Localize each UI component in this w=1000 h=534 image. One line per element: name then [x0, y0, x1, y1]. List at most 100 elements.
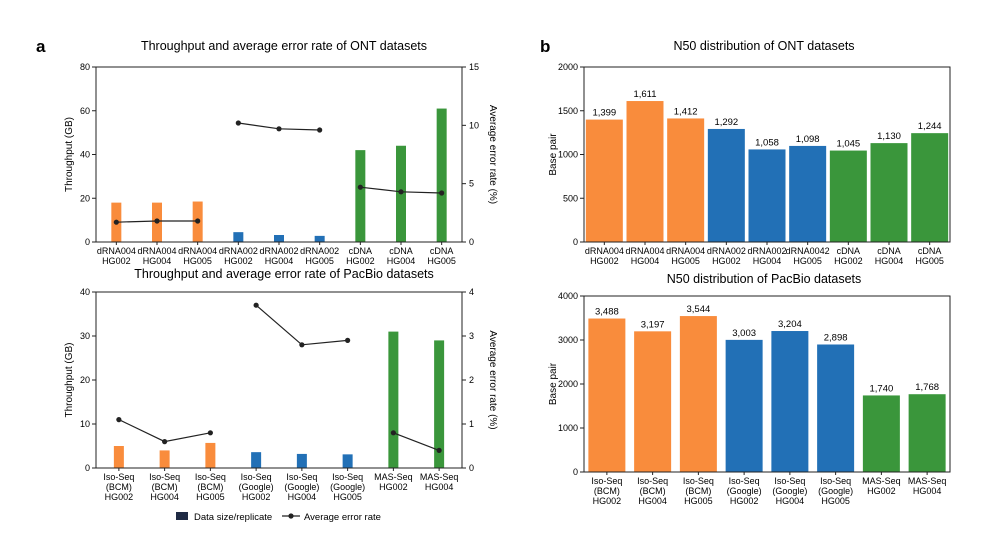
x-tick-label-line: dRNA002 [300, 246, 339, 256]
chart-title: Throughput and average error rate of ONT… [141, 39, 427, 53]
x-tick-label-line: HG002 [346, 256, 375, 266]
bar-value-label: 1,740 [869, 383, 893, 394]
bar-value-label: 1,130 [877, 131, 901, 142]
error-rate-point [235, 120, 241, 126]
bar [771, 331, 809, 472]
x-tick-label-line: HG002 [242, 492, 271, 502]
bar [314, 235, 325, 242]
x-tick-label: dRNA004 HG002 [97, 246, 136, 266]
x-tick-label: Iso-Seq (Google) HG002 [727, 476, 762, 506]
y2-tick-label: 5 [469, 179, 474, 189]
x-tick-label-line: MAS-Seq [420, 472, 459, 482]
error-rate-point [113, 219, 119, 225]
x-tick-label-line: Iso-Seq [241, 472, 272, 482]
bar-value-label: 1,768 [915, 382, 939, 393]
x-tick-label: Iso-Seq (BCM) HG002 [103, 472, 134, 502]
bar-value-label: 3,204 [778, 319, 802, 330]
x-tick-label-line: HG005 [305, 256, 334, 266]
bar [251, 452, 262, 468]
x-tick-label-line: HG005 [793, 256, 822, 266]
x-tick-label-line: cDNA [918, 246, 942, 256]
x-tick-label-line: (BCM) [685, 486, 711, 496]
x-tick-label-line: Iso-Seq [637, 476, 668, 486]
bar-value-label: 1,045 [836, 139, 860, 150]
x-tick-label-line: (BCM) [152, 482, 178, 492]
x-tick-label: dRNA0042 HG005 [786, 246, 830, 266]
x-tick-label-line: (Google) [727, 486, 762, 496]
y2-tick-label: 10 [469, 120, 479, 130]
x-tick-label: dRNA004 HG002 [585, 246, 624, 266]
y-tick-label: 60 [80, 106, 90, 116]
x-tick-label: cDNA HG005 [915, 246, 944, 266]
x-tick-label-line: Iso-Seq [683, 476, 714, 486]
bar-value-label: 3,003 [732, 328, 756, 339]
y2-tick-label: 2 [469, 375, 474, 385]
x-tick-label-line: HG005 [671, 256, 700, 266]
y-tick-label: 2000 [558, 379, 578, 389]
legend-bar-swatch [176, 512, 188, 520]
y-tick-label: 2000 [558, 62, 578, 72]
x-tick-label: dRNA004 HG005 [666, 246, 705, 266]
x-tick-label-line: dRNA004 [97, 246, 136, 256]
chart-ont-n50: N50 distribution of ONT datasets 1,399 1,6… [548, 39, 951, 266]
x-tick-label-line: HG004 [150, 492, 179, 502]
panel-label-a: a [36, 37, 46, 56]
x-tick-label: dRNA002 HG002 [707, 246, 746, 266]
y2-tick-label: 3 [469, 331, 474, 341]
bar [908, 394, 946, 472]
x-tick-label-line: HG005 [183, 256, 212, 266]
x-tick-label-line: HG004 [265, 256, 294, 266]
legend: Data size/replicate Average error rate [176, 512, 381, 523]
x-tick-label: dRNA004 HG004 [137, 246, 176, 266]
bar [159, 450, 170, 468]
y2-axis-label: Average error rate (%) [487, 330, 498, 429]
bar [436, 108, 447, 242]
bar [667, 118, 705, 242]
x-tick-label-line: (BCM) [106, 482, 132, 492]
x-tick-label-line: Iso-Seq [774, 476, 805, 486]
y-tick-label: 80 [80, 62, 90, 72]
x-tick-label-line: HG004 [638, 496, 667, 506]
x-tick-label-line: dRNA002 [747, 246, 786, 256]
bar-value-label: 1,058 [755, 137, 779, 148]
bar [233, 232, 244, 242]
x-tick-label-line: Iso-Seq [729, 476, 760, 486]
y-tick-label: 10 [80, 419, 90, 429]
error-rate-point [390, 430, 396, 436]
y2-tick-label: 0 [469, 463, 474, 473]
x-tick-label: Iso-Seq (BCM) HG004 [149, 472, 180, 502]
x-tick-label-line: HG002 [834, 256, 863, 266]
x-tick-label: Iso-Seq (Google) HG005 [330, 472, 365, 502]
x-tick-label-line: HG005 [196, 492, 225, 502]
x-tick-label: dRNA002 HG005 [300, 246, 339, 266]
error-rate-point [162, 439, 168, 445]
error-rate-point [195, 218, 201, 224]
x-tick-label-line: (Google) [772, 486, 807, 496]
y-tick-label: 500 [563, 193, 578, 203]
y-tick-label: 20 [80, 193, 90, 203]
bar [274, 235, 284, 242]
error-rate-point [276, 126, 282, 132]
x-tick-label-line: MAS-Seq [374, 472, 413, 482]
x-tick-label-line: cDNA [349, 246, 373, 256]
x-tick-label-line: Iso-Seq [195, 472, 226, 482]
error-rate-point [116, 417, 122, 423]
x-tick-label-line: (Google) [239, 482, 274, 492]
error-rate-point [398, 189, 404, 195]
chart-pacbio-n50: N50 distribution of PacBio datasets 3,488… [548, 272, 951, 506]
x-tick-label-line: HG004 [776, 496, 805, 506]
y-tick-label: 0 [85, 463, 90, 473]
y-axis-label: Throughput (GB) [64, 342, 75, 417]
x-tick-label-line: HG004 [288, 492, 317, 502]
bar [911, 133, 949, 242]
y-tick-label: 0 [85, 237, 90, 247]
x-tick-label-line: dRNA004 [666, 246, 705, 256]
chart-ont-throughput: Throughput and average error rate of ONT… [64, 39, 498, 266]
y-tick-label: 40 [80, 287, 90, 297]
error-rate-point [436, 447, 442, 453]
bar [748, 149, 786, 242]
bar [707, 128, 745, 242]
x-tick-label: dRNA002 HG004 [747, 246, 786, 266]
x-tick-label-line: HG005 [915, 256, 944, 266]
error-rate-line [118, 419, 211, 443]
